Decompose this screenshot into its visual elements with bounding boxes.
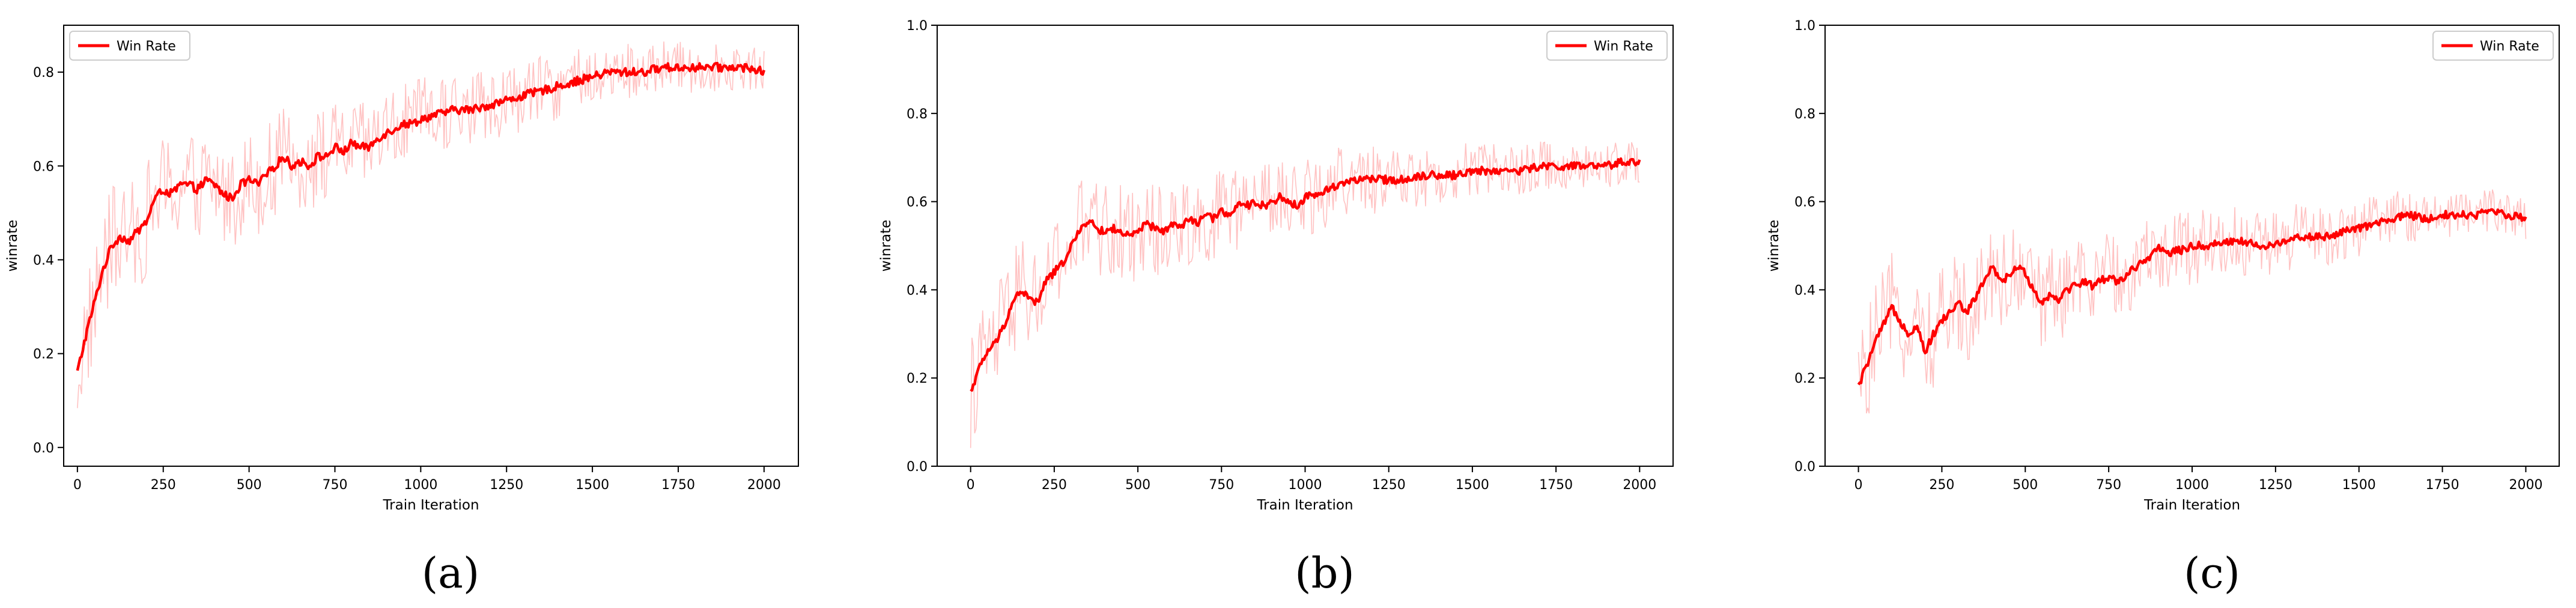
y-tick-label: 0.4 xyxy=(1794,283,1815,298)
x-tick-label: 750 xyxy=(322,478,347,493)
x-tick-label: 250 xyxy=(1042,478,1067,493)
x-axis-label: Train Iteration xyxy=(382,497,479,513)
x-tick-label: 500 xyxy=(1125,478,1150,493)
x-tick-label: 2000 xyxy=(747,478,781,493)
x-tick-label: 1000 xyxy=(404,478,437,493)
y-tick-label: 0.6 xyxy=(907,195,928,210)
y-tick-label: 0.0 xyxy=(907,460,928,475)
y-tick-label: 0.8 xyxy=(907,107,928,122)
y-axis-label: winrate xyxy=(5,220,20,272)
caption-b: (b) xyxy=(1295,549,1354,598)
x-tick-label: 2000 xyxy=(1623,478,1656,493)
x-tick-label: 1750 xyxy=(1539,478,1573,493)
y-tick-label: 1.0 xyxy=(907,19,928,34)
x-tick-label: 500 xyxy=(2012,478,2038,493)
legend-box xyxy=(2432,31,2554,61)
y-axis-label: winrate xyxy=(878,220,894,272)
x-tick-label: 0 xyxy=(1855,478,1863,493)
x-tick-label: 1250 xyxy=(490,478,523,493)
x-tick-label: 1500 xyxy=(576,478,609,493)
y-tick-label: 0.4 xyxy=(33,253,54,268)
x-tick-label: 1250 xyxy=(1372,478,1406,493)
x-axis-label: Train Iteration xyxy=(2143,497,2240,513)
raw-winrate-line xyxy=(970,141,1640,448)
y-tick-label: 0.2 xyxy=(1794,371,1815,386)
axes-frame xyxy=(63,25,799,467)
y-tick-label: 1.0 xyxy=(1794,19,1815,34)
y-tick-label: 0.2 xyxy=(907,371,928,386)
y-tick-label: 0.2 xyxy=(33,347,54,362)
legend-box xyxy=(69,31,190,61)
raw-winrate-line xyxy=(1858,189,2527,414)
panel-b: 0 250 500 750 1000 1250 1500 1750 2000 0.0 0.2 0.4 0… xyxy=(878,19,1674,513)
x-tick-label: 500 xyxy=(237,478,262,493)
y-tick-label: 0.8 xyxy=(1794,107,1815,122)
x-tick-label: 750 xyxy=(2096,478,2121,493)
panel-c: 0 250 500 750 1000 1250 1500 1750 2000 0.0 0.2 0.4 0… xyxy=(1766,19,2560,513)
panel-a: 0 250 500 750 1000 1250 1500 1750 2000 0.0 0.2 0.4 0… xyxy=(5,25,799,513)
y-tick-label: 0.6 xyxy=(1794,195,1815,210)
y-tick-label: 0.0 xyxy=(1794,460,1815,475)
caption-c: (c) xyxy=(2184,549,2240,598)
x-tick-label: 1000 xyxy=(1289,478,1322,493)
raw-winrate-line xyxy=(77,41,765,409)
winrate-line xyxy=(970,157,1641,392)
x-tick-label: 1750 xyxy=(2426,478,2459,493)
y-tick-label: 0.0 xyxy=(33,441,54,456)
x-tick-label: 1000 xyxy=(2175,478,2209,493)
x-tick-label: 1500 xyxy=(2342,478,2376,493)
x-tick-label: 1500 xyxy=(1456,478,1489,493)
x-axis-label: Train Iteration xyxy=(1256,497,1353,513)
y-tick-label: 0.4 xyxy=(907,283,928,298)
y-tick-label: 0.8 xyxy=(33,65,54,81)
x-tick-label: 250 xyxy=(151,478,176,493)
x-tick-label: 2000 xyxy=(2509,478,2542,493)
x-tick-label: 1750 xyxy=(661,478,695,493)
winrate-line xyxy=(1857,208,2527,386)
legend-label: Win Rate xyxy=(117,39,176,54)
x-tick-label: 1250 xyxy=(2259,478,2292,493)
caption-a: (a) xyxy=(422,549,479,598)
legend-box xyxy=(1546,31,1668,61)
x-tick-label: 0 xyxy=(967,478,975,493)
legend-label: Win Rate xyxy=(1594,39,1653,54)
x-tick-label: 0 xyxy=(73,478,82,493)
legend: Win Rate xyxy=(2432,31,2554,61)
y-axis-label: winrate xyxy=(1766,220,1782,272)
legend: Win Rate xyxy=(1546,31,1668,61)
x-tick-label: 250 xyxy=(1929,478,1954,493)
legend: Win Rate xyxy=(69,31,190,61)
x-tick-label: 750 xyxy=(1209,478,1234,493)
legend-label: Win Rate xyxy=(2480,39,2539,54)
winrate-line xyxy=(76,62,766,371)
y-tick-label: 0.6 xyxy=(33,159,54,174)
